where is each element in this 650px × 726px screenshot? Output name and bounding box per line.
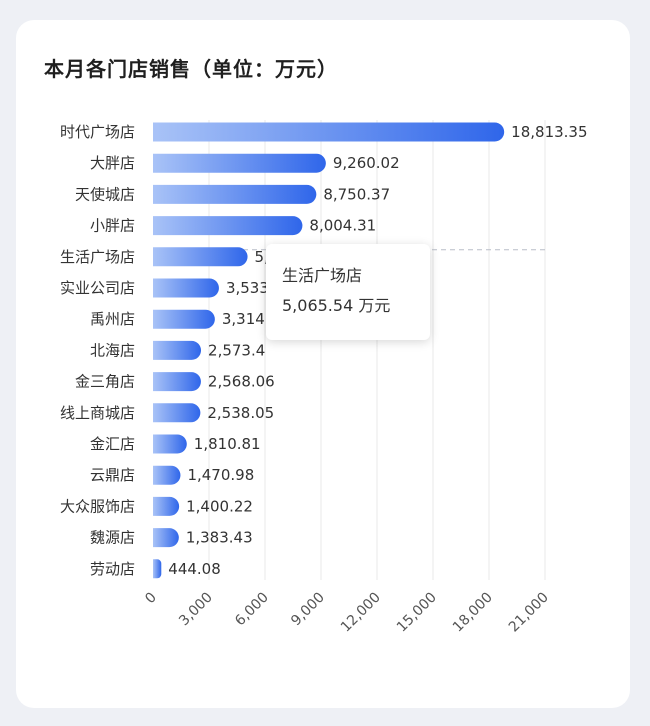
category-label: 实业公司店 xyxy=(60,279,135,297)
value-label: 1,383.43 xyxy=(186,529,253,547)
category-label: 金三角店 xyxy=(75,373,135,391)
bar[interactable] xyxy=(153,528,179,548)
bar[interactable] xyxy=(153,184,317,204)
bar[interactable] xyxy=(153,247,248,267)
value-label: 1,470.98 xyxy=(187,466,254,484)
category-label: 大胖店 xyxy=(90,154,135,172)
labels: 0 3,000 6,000 9,000 12,000 15,000 18,000 21,000… xyxy=(60,123,588,635)
bar[interactable] xyxy=(153,216,303,236)
bar[interactable] xyxy=(153,465,181,485)
category-label: 魏源店 xyxy=(90,529,135,547)
value-label: 8,004.31 xyxy=(309,217,376,235)
value-label: 8,750.37 xyxy=(323,185,390,203)
category-label: 劳动店 xyxy=(90,560,135,578)
bar[interactable] xyxy=(153,372,201,392)
value-label: 1,810.81 xyxy=(194,435,261,453)
category-label: 北海店 xyxy=(90,341,135,359)
tooltip-store-name: 生活广场店 xyxy=(282,266,363,285)
bar[interactable] xyxy=(153,434,187,454)
category-label: 云鼎店 xyxy=(90,466,135,484)
bar[interactable] xyxy=(153,496,180,516)
chart-title: 本月各门店销售（单位：万元） xyxy=(44,57,338,81)
x-tick-label: 12,000 xyxy=(338,590,384,636)
value-label: 18,813.35 xyxy=(511,123,587,141)
value-label: 3,314 xyxy=(222,310,265,328)
bars xyxy=(153,122,505,579)
x-tick-label: 0 xyxy=(142,590,160,608)
x-tick-label: 3,000 xyxy=(176,590,216,630)
chart-tooltip: 生活广场店 5,065.54 万元 xyxy=(266,244,430,340)
x-tick-label: 18,000 xyxy=(450,590,496,636)
value-label: 3,533 xyxy=(226,279,269,297)
category-label: 小胖店 xyxy=(90,217,135,235)
bar[interactable] xyxy=(153,309,215,329)
category-label: 线上商城店 xyxy=(60,404,135,422)
tooltip-value: 5,065.54 万元 xyxy=(282,296,391,315)
value-label: 2,573.4 xyxy=(208,341,265,359)
value-label: 2,568.06 xyxy=(208,373,275,391)
bar[interactable] xyxy=(153,403,201,423)
category-label: 大众服饰店 xyxy=(60,497,135,515)
category-label: 金汇店 xyxy=(90,435,135,453)
x-tick-label: 6,000 xyxy=(232,590,272,630)
bar[interactable] xyxy=(153,340,202,360)
category-label: 生活广场店 xyxy=(60,248,135,266)
category-label: 天使城店 xyxy=(75,185,135,203)
value-label: 444.08 xyxy=(168,560,221,578)
bar[interactable] xyxy=(153,153,326,173)
category-label: 禹州店 xyxy=(90,310,135,328)
x-tick-label: 15,000 xyxy=(394,590,440,636)
category-label: 时代广场店 xyxy=(60,123,135,141)
x-tick-label: 9,000 xyxy=(288,590,328,630)
value-label: 1,400.22 xyxy=(186,497,253,515)
bar[interactable] xyxy=(153,122,505,142)
bar[interactable] xyxy=(153,559,162,579)
x-tick-label: 21,000 xyxy=(506,590,552,636)
bar[interactable] xyxy=(153,278,219,298)
value-label: 9,260.02 xyxy=(333,154,400,172)
value-label: 2,538.05 xyxy=(207,404,274,422)
